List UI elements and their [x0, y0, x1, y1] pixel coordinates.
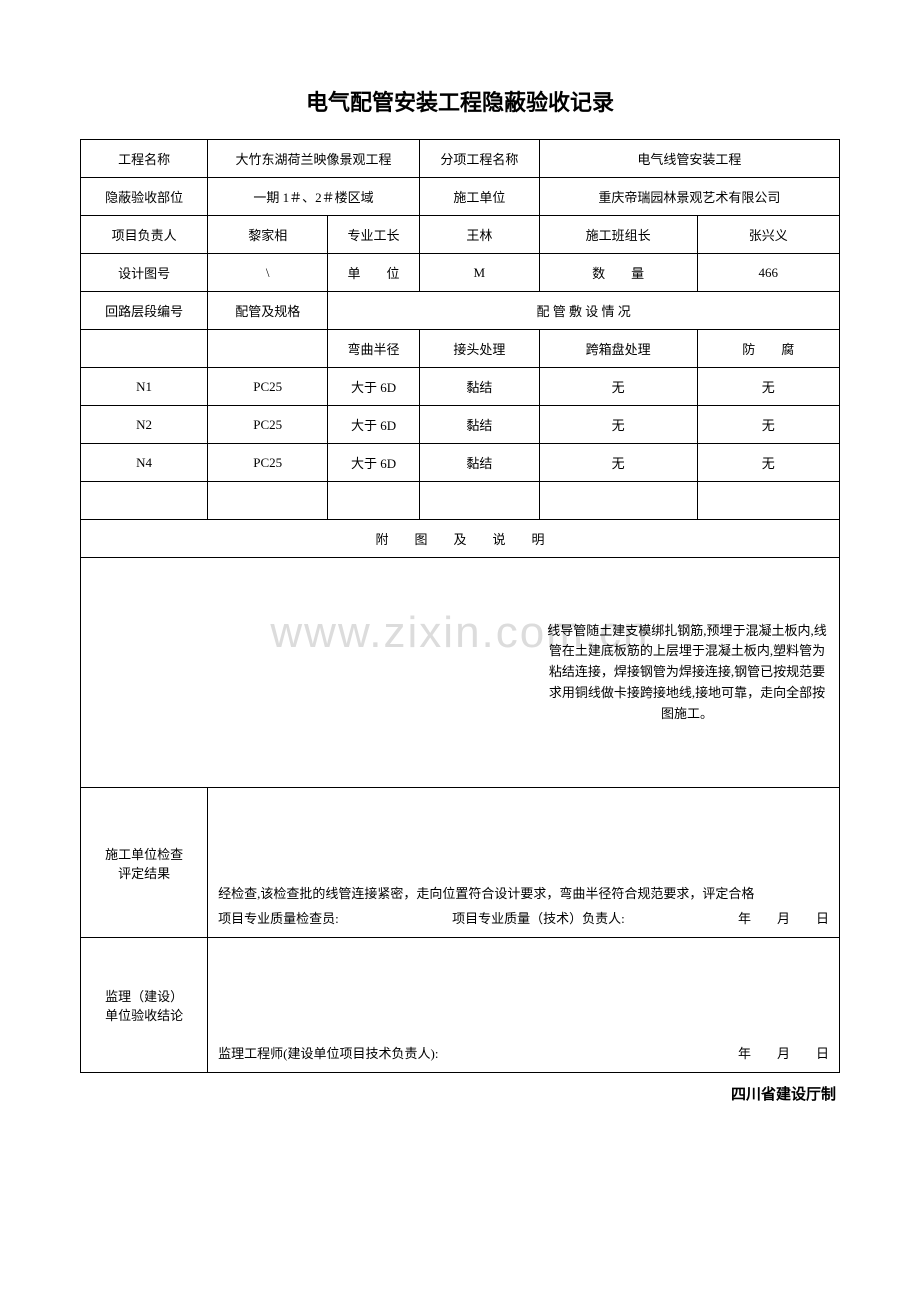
label-cell: 防 腐: [697, 330, 839, 368]
label-cell: 分项工程名称: [419, 140, 539, 178]
table-row: N4 PC25 大于 6D 黏结 无 无: [81, 444, 840, 482]
empty-cell: [81, 482, 208, 520]
main-table: 工程名称 大竹东湖荷兰映像景观工程 分项工程名称 电气线管安装工程 隐蔽验收部位…: [80, 139, 840, 1073]
label-cell: 单 位: [328, 254, 420, 292]
value-cell: 黏结: [419, 368, 539, 406]
value-cell: 无: [697, 406, 839, 444]
table-row: N1 PC25 大于 6D 黏结 无 无: [81, 368, 840, 406]
table-row: 工程名称 大竹东湖荷兰映像景观工程 分项工程名称 电气线管安装工程: [81, 140, 840, 178]
value-cell: 无: [697, 444, 839, 482]
empty-cell: [539, 482, 697, 520]
table-row: 线导管随土建支模绑扎钢筋,预埋于混凝土板内,线管在土建底板筋的上层埋于混凝土板内…: [81, 558, 840, 788]
value-cell: N2: [81, 406, 208, 444]
label-cell: 配 管 敷 设 情 况: [328, 292, 840, 330]
label-cell: 专业工长: [328, 216, 420, 254]
label-cell: 数 量: [539, 254, 697, 292]
value-cell: 无: [539, 444, 697, 482]
conclusion-cell: 监理工程师(建设单位项目技术负责人): 年 月 日: [208, 938, 840, 1073]
empty-cell: [419, 482, 539, 520]
value-cell: 黎家相: [208, 216, 328, 254]
label-cell: 施工单位: [419, 178, 539, 216]
value-cell: 大于 6D: [328, 368, 420, 406]
date-field: 年 月 日: [738, 1043, 829, 1062]
value-cell: 无: [539, 368, 697, 406]
label-cell: 项目负责人: [81, 216, 208, 254]
value-cell: 无: [697, 368, 839, 406]
value-cell: 电气线管安装工程: [539, 140, 839, 178]
sig-supervisor: 监理工程师(建设单位项目技术负责人):: [218, 1043, 438, 1062]
value-cell: 黏结: [419, 444, 539, 482]
empty-cell: [697, 482, 839, 520]
label-cell: 施工班组长: [539, 216, 697, 254]
label-cell: 工程名称: [81, 140, 208, 178]
table-row: 施工单位检查 评定结果 经检查,该检查批的线管连接紧密，走向位置符合设计要求，弯…: [81, 788, 840, 938]
empty-cell: [81, 330, 208, 368]
label-cell: 接头处理: [419, 330, 539, 368]
value-cell: 大于 6D: [328, 444, 420, 482]
label-cell: 弯曲半径: [328, 330, 420, 368]
description-cell: 线导管随土建支模绑扎钢筋,预埋于混凝土板内,线管在土建底板筋的上层埋于混凝土板内…: [81, 558, 840, 788]
result-label-line1: 施工单位检查: [105, 847, 183, 862]
conclusion-label-line2: 单位验收结论: [105, 1008, 183, 1023]
empty-cell: [208, 330, 328, 368]
signature-line: 项目专业质量检查员: 项目专业质量（技术）负责人: 年 月 日: [218, 908, 829, 927]
value-cell: 王林: [419, 216, 539, 254]
table-row: 弯曲半径 接头处理 跨箱盘处理 防 腐: [81, 330, 840, 368]
date-field: 年 月 日: [738, 908, 829, 927]
value-cell: 466: [697, 254, 839, 292]
value-cell: 大于 6D: [328, 406, 420, 444]
empty-cell: [328, 482, 420, 520]
table-row: 回路层段编号 配管及规格 配 管 敷 设 情 况: [81, 292, 840, 330]
result-label: 施工单位检查 评定结果: [81, 788, 208, 938]
value-cell: 一期 1＃、2＃楼区域: [208, 178, 420, 216]
table-row: 附 图 及 说 明: [81, 520, 840, 558]
table-row: 项目负责人 黎家相 专业工长 王林 施工班组长 张兴义: [81, 216, 840, 254]
sig-inspector: 项目专业质量检查员:: [218, 908, 339, 927]
label-cell: 配管及规格: [208, 292, 328, 330]
value-cell: 无: [539, 406, 697, 444]
description-text: 线导管随土建支模绑扎钢筋,预埋于混凝土板内,线管在土建底板筋的上层埋于混凝土板内…: [547, 621, 827, 725]
value-cell: 黏结: [419, 406, 539, 444]
label-cell: 隐蔽验收部位: [81, 178, 208, 216]
value-cell: PC25: [208, 368, 328, 406]
value-cell: M: [419, 254, 539, 292]
result-label-line2: 评定结果: [118, 866, 170, 881]
table-row: 隐蔽验收部位 一期 1＃、2＃楼区域 施工单位 重庆帝瑞园林景观艺术有限公司: [81, 178, 840, 216]
value-cell: \: [208, 254, 328, 292]
table-row: 设计图号 \ 单 位 M 数 量 466: [81, 254, 840, 292]
conclusion-label: 监理（建设） 单位验收结论: [81, 938, 208, 1073]
result-cell: 经检查,该检查批的线管连接紧密，走向位置符合设计要求，弯曲半径符合规范要求，评定…: [208, 788, 840, 938]
conclusion-label-line1: 监理（建设）: [105, 989, 183, 1004]
table-row: N2 PC25 大于 6D 黏结 无 无: [81, 406, 840, 444]
value-cell: N1: [81, 368, 208, 406]
label-cell: 跨箱盘处理: [539, 330, 697, 368]
value-cell: PC25: [208, 406, 328, 444]
signature-line: 监理工程师(建设单位项目技术负责人): 年 月 日: [218, 1043, 829, 1062]
label-cell: 设计图号: [81, 254, 208, 292]
value-cell: PC25: [208, 444, 328, 482]
table-row: [81, 482, 840, 520]
value-cell: 张兴义: [697, 216, 839, 254]
value-cell: 大竹东湖荷兰映像景观工程: [208, 140, 420, 178]
empty-cell: [208, 482, 328, 520]
value-cell: N4: [81, 444, 208, 482]
page-title: 电气配管安装工程隐蔽验收记录: [80, 85, 840, 117]
footer-text: 四川省建设厅制: [80, 1083, 840, 1104]
result-text: 经检查,该检查批的线管连接紧密，走向位置符合设计要求，弯曲半径符合规范要求，评定…: [218, 883, 829, 902]
attach-header: 附 图 及 说 明: [81, 520, 840, 558]
table-row: 监理（建设） 单位验收结论 监理工程师(建设单位项目技术负责人): 年 月 日: [81, 938, 840, 1073]
sig-quality-lead: 项目专业质量（技术）负责人:: [452, 908, 625, 927]
value-cell: 重庆帝瑞园林景观艺术有限公司: [539, 178, 839, 216]
label-cell: 回路层段编号: [81, 292, 208, 330]
